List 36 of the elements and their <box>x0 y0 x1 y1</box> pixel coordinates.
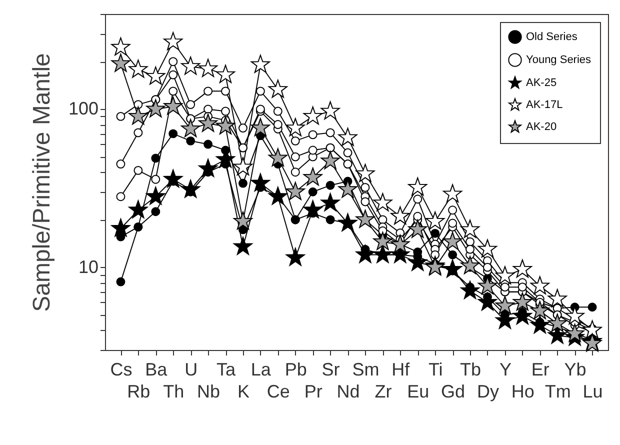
x-tick-label: Ta <box>216 360 237 380</box>
x-tick-label: Sr <box>322 360 340 380</box>
y-tick-label: 100 <box>68 98 98 119</box>
x-tick-label: K <box>237 382 250 402</box>
x-tick-label: Zr <box>374 382 392 402</box>
x-tick-label: Ce <box>266 382 290 402</box>
legend-label: Old Series <box>526 31 578 43</box>
x-tick-label: Nd <box>336 382 360 402</box>
x-tick-label: Er <box>531 360 550 380</box>
legend-label: Young Series <box>526 54 592 66</box>
x-tick-label: Th <box>163 382 184 402</box>
x-tick-label: Sm <box>352 360 380 380</box>
x-tick-label: Ba <box>145 360 168 380</box>
x-tick-label: Pb <box>284 360 307 380</box>
x-tick-label: Eu <box>407 382 430 402</box>
x-tick-label: Y <box>499 360 512 380</box>
x-tick-label: Lu <box>582 382 603 402</box>
x-tick-label: Rb <box>127 382 150 402</box>
x-tick-label: Cs <box>110 360 132 380</box>
x-tick-label: Tm <box>544 382 571 402</box>
x-tick-label: U <box>184 360 198 380</box>
x-tick-label: Pr <box>304 382 322 402</box>
x-tick-label: Ti <box>428 360 443 380</box>
legend-label: AK-17L <box>526 99 563 111</box>
x-tick-label: La <box>250 360 272 380</box>
legend-label: AK-25 <box>526 77 557 89</box>
y-axis-title: Sample/Primitive Mantle <box>28 53 56 312</box>
x-tick-label: Dy <box>476 382 499 402</box>
x-tick-label: Hf <box>392 360 411 380</box>
x-tick-label: Ho <box>511 382 534 402</box>
x-tick-label: Gd <box>441 382 466 402</box>
x-tick-label: Nb <box>197 382 220 402</box>
x-tick-label: Tb <box>460 360 482 380</box>
x-tick-label: Yb <box>564 360 586 380</box>
legend-label: AK-20 <box>526 121 557 133</box>
y-tick-label: 10 <box>78 256 98 277</box>
